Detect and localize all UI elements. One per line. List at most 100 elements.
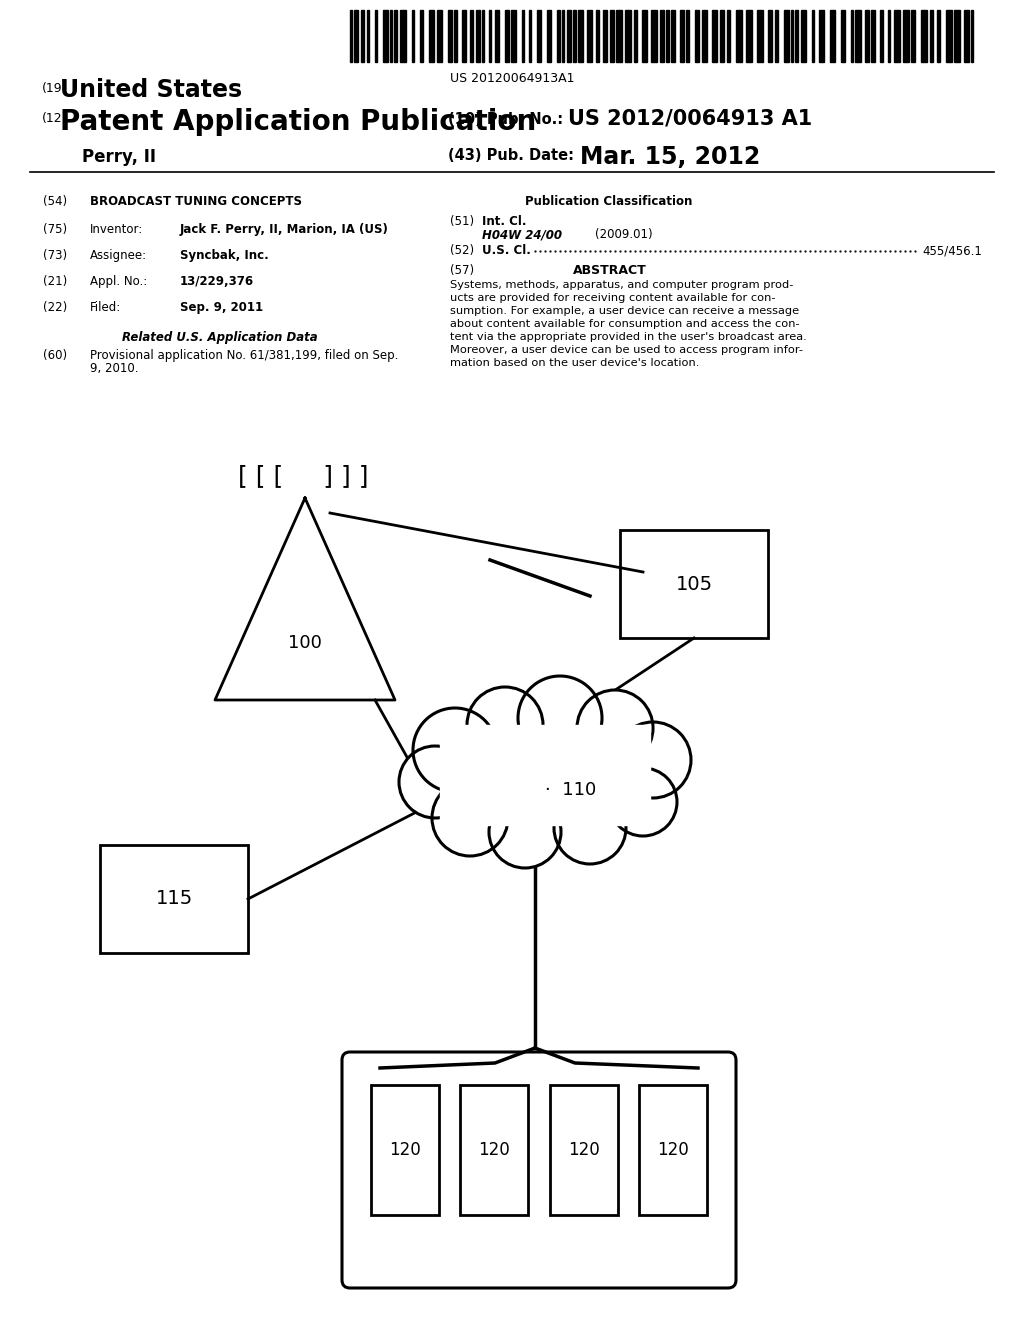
- Text: 13/229,376: 13/229,376: [180, 275, 254, 288]
- Bar: [784, 11, 790, 62]
- Text: ·  110: · 110: [545, 781, 596, 799]
- Text: (21): (21): [43, 275, 68, 288]
- Bar: [420, 11, 423, 62]
- Bar: [888, 11, 890, 62]
- Text: (75): (75): [43, 223, 68, 236]
- Text: Jack F. Perry, II, Marion, IA (US): Jack F. Perry, II, Marion, IA (US): [180, 223, 389, 236]
- Bar: [476, 11, 480, 62]
- Text: Appl. No.:: Appl. No.:: [90, 275, 147, 288]
- Bar: [671, 11, 675, 62]
- Text: sumption. For example, a user device can receive a message: sumption. For example, a user device can…: [450, 306, 799, 315]
- Bar: [865, 11, 869, 62]
- Text: (12): (12): [42, 112, 68, 125]
- Text: (60): (60): [43, 348, 68, 362]
- Circle shape: [413, 708, 497, 792]
- Bar: [757, 11, 763, 62]
- Text: [ [ [     ] ] ]: [ [ [ ] ] ]: [238, 465, 369, 488]
- Bar: [550, 1085, 617, 1214]
- Bar: [567, 11, 571, 62]
- Bar: [791, 11, 793, 62]
- Text: 455/456.1: 455/456.1: [922, 244, 982, 257]
- Bar: [651, 11, 657, 62]
- Bar: [461, 1085, 528, 1214]
- Bar: [489, 11, 490, 62]
- Bar: [596, 11, 599, 62]
- Text: Patent Application Publication: Patent Application Publication: [60, 108, 537, 136]
- Bar: [921, 11, 927, 62]
- Circle shape: [615, 722, 691, 799]
- Text: mation based on the user device's location.: mation based on the user device's locati…: [450, 358, 699, 368]
- Bar: [440, 725, 650, 825]
- Bar: [634, 11, 637, 62]
- Bar: [435, 719, 655, 830]
- Text: (52): (52): [450, 244, 474, 257]
- Text: U.S. Cl.: U.S. Cl.: [482, 244, 530, 257]
- Bar: [529, 11, 531, 62]
- Bar: [587, 11, 592, 62]
- Bar: [578, 11, 583, 62]
- Bar: [616, 11, 622, 62]
- Bar: [100, 845, 248, 953]
- Bar: [801, 11, 806, 62]
- Text: Perry, II: Perry, II: [82, 148, 156, 166]
- Bar: [367, 11, 369, 62]
- Text: 115: 115: [156, 890, 193, 908]
- Text: 120: 120: [478, 1140, 510, 1159]
- Bar: [903, 11, 909, 62]
- Text: BROADCAST TUNING CONCEPTS: BROADCAST TUNING CONCEPTS: [90, 195, 302, 209]
- Text: US 2012/0064913 A1: US 2012/0064913 A1: [568, 108, 812, 128]
- Bar: [505, 11, 509, 62]
- Bar: [894, 11, 900, 62]
- Circle shape: [577, 690, 653, 766]
- Bar: [557, 11, 560, 62]
- Bar: [911, 11, 915, 62]
- Text: US 20120064913A1: US 20120064913A1: [450, 73, 574, 84]
- Circle shape: [554, 792, 626, 865]
- Bar: [937, 11, 940, 62]
- Bar: [768, 11, 772, 62]
- Bar: [666, 11, 669, 62]
- Bar: [971, 11, 973, 62]
- Text: 9, 2010.: 9, 2010.: [90, 362, 138, 375]
- Bar: [736, 11, 742, 62]
- Bar: [964, 11, 969, 62]
- Bar: [720, 11, 724, 62]
- Bar: [639, 1085, 707, 1214]
- Bar: [625, 11, 631, 62]
- Bar: [562, 11, 564, 62]
- Bar: [812, 11, 814, 62]
- Text: ucts are provided for receiving content available for con-: ucts are provided for receiving content …: [450, 293, 775, 304]
- Bar: [547, 11, 551, 62]
- Text: (22): (22): [43, 301, 68, 314]
- Bar: [603, 11, 607, 62]
- Circle shape: [432, 780, 508, 855]
- Bar: [880, 11, 883, 62]
- Bar: [855, 11, 861, 62]
- Text: 105: 105: [676, 574, 713, 594]
- Bar: [702, 11, 707, 62]
- Bar: [946, 11, 952, 62]
- Bar: [642, 11, 647, 62]
- Text: Mar. 15, 2012: Mar. 15, 2012: [580, 145, 760, 169]
- Text: 120: 120: [389, 1140, 421, 1159]
- Bar: [454, 11, 457, 62]
- Bar: [437, 11, 442, 62]
- Bar: [400, 11, 406, 62]
- Text: 120: 120: [567, 1140, 599, 1159]
- Text: tent via the appropriate provided in the user's broadcast area.: tent via the appropriate provided in the…: [450, 333, 807, 342]
- Circle shape: [489, 796, 561, 869]
- Bar: [695, 11, 699, 62]
- Circle shape: [467, 686, 543, 763]
- Bar: [470, 11, 473, 62]
- Bar: [795, 11, 798, 62]
- Text: (19): (19): [42, 82, 68, 95]
- Text: Syncbak, Inc.: Syncbak, Inc.: [180, 249, 268, 261]
- Text: Systems, methods, apparatus, and computer program prod-: Systems, methods, apparatus, and compute…: [450, 280, 794, 290]
- Bar: [871, 11, 874, 62]
- Text: (43) Pub. Date:: (43) Pub. Date:: [449, 148, 574, 162]
- Text: Assignee:: Assignee:: [90, 249, 147, 261]
- Circle shape: [609, 768, 677, 836]
- Text: Inventor:: Inventor:: [90, 223, 143, 236]
- Text: Sep. 9, 2011: Sep. 9, 2011: [180, 301, 263, 314]
- Bar: [361, 11, 364, 62]
